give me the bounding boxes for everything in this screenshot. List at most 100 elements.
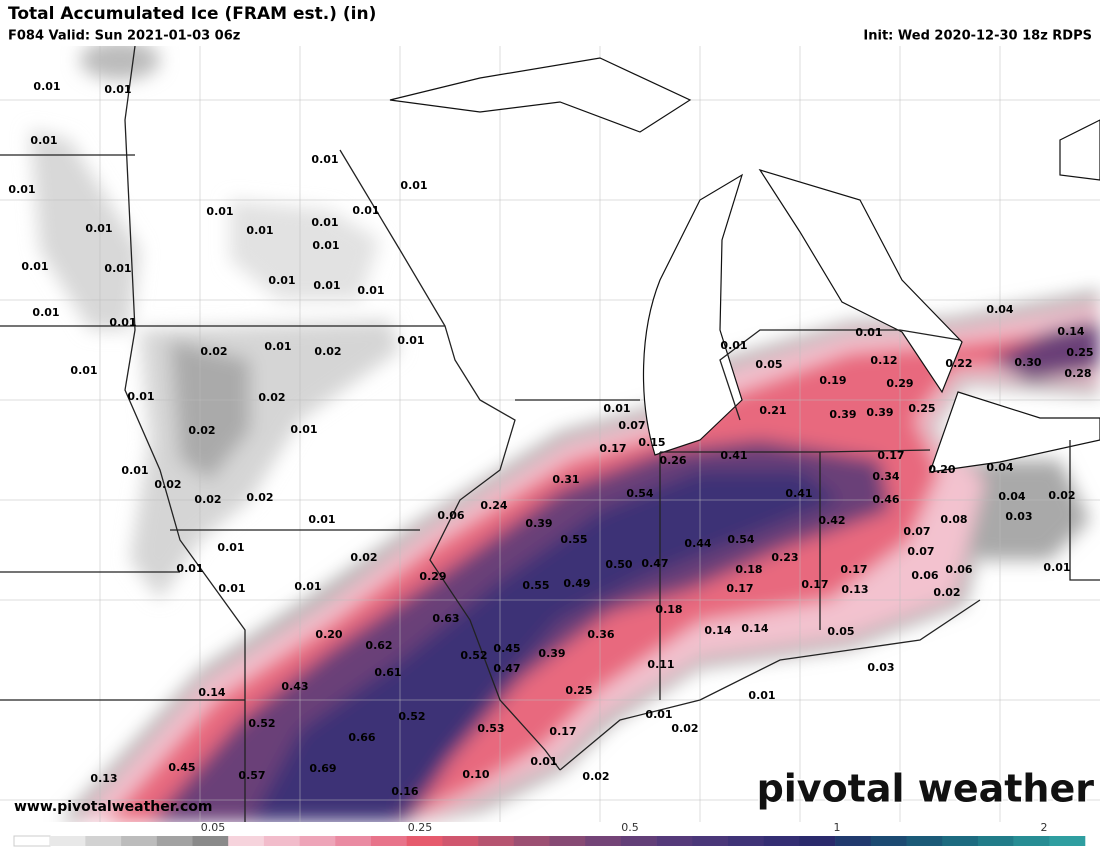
colorbar-swatch [442, 836, 479, 846]
point-label: 0.01 [109, 316, 136, 329]
point-label: 0.17 [840, 563, 867, 576]
point-label: 0.01 [246, 224, 273, 237]
point-label: 0.07 [618, 419, 645, 432]
colorbar-swatch [549, 836, 586, 846]
point-label: 0.66 [348, 731, 375, 744]
point-label: 0.02 [188, 424, 215, 437]
title: Total Accumulated Ice (FRAM est.) (in) [8, 4, 376, 24]
point-label: 0.18 [655, 603, 682, 616]
point-label: 0.04 [986, 461, 1013, 474]
point-label: 0.01 [1043, 561, 1070, 574]
point-label: 0.02 [314, 345, 341, 358]
point-label: 0.52 [248, 717, 275, 730]
colorbar: 0.05 0.25 0.5 1 2 [13, 821, 1086, 847]
colorbar-swatch [49, 836, 86, 846]
point-label: 0.05 [755, 358, 782, 371]
colorbar-swatch [13, 835, 51, 847]
point-label: 0.41 [720, 449, 747, 462]
point-label: 0.01 [217, 541, 244, 554]
point-label: 0.02 [582, 770, 609, 783]
point-label: 0.01 [530, 755, 557, 768]
point-label: 0.39 [866, 406, 893, 419]
state-borders [0, 45, 1100, 822]
point-label: 0.01 [21, 260, 48, 273]
valid-time: F084 Valid: Sun 2021-01-03 06z [8, 29, 240, 44]
point-label: 0.01 [121, 464, 148, 477]
point-label: 0.01 [264, 340, 291, 353]
point-label: 0.42 [818, 514, 845, 527]
point-label: 0.01 [290, 423, 317, 436]
point-label: 0.06 [911, 569, 938, 582]
point-label: 0.13 [90, 772, 117, 785]
point-label: 0.14 [1057, 325, 1084, 338]
point-label: 0.04 [986, 303, 1013, 316]
point-label: 0.69 [309, 762, 336, 775]
point-label: 0.54 [626, 487, 653, 500]
colorbar-label: 0.5 [621, 821, 639, 834]
point-label: 0.01 [268, 274, 295, 287]
init-time: Init: Wed 2020-12-30 18z RDPS [863, 29, 1092, 44]
colorbar-swatch [121, 836, 158, 846]
colorbar-label: 1 [834, 821, 841, 834]
point-label: 0.24 [480, 499, 507, 512]
site-url: www.pivotalweather.com [14, 799, 213, 815]
point-label: 0.41 [785, 487, 812, 500]
colorbar-swatch [299, 836, 336, 846]
point-label: 0.01 [397, 334, 424, 347]
ice-shading [30, 40, 1100, 822]
point-label: 0.30 [1014, 356, 1041, 369]
point-label: 0.29 [419, 570, 446, 583]
colorbar-swatch [513, 836, 550, 846]
point-label: 0.01 [33, 80, 60, 93]
point-label: 0.17 [726, 582, 753, 595]
point-label: 0.52 [460, 649, 487, 662]
point-label: 0.01 [104, 262, 131, 275]
colorbar-swatch [906, 836, 943, 846]
colorbar-swatch [870, 836, 907, 846]
point-label: 0.17 [549, 725, 576, 738]
point-label: 0.47 [641, 557, 668, 570]
colorbar-swatch [656, 836, 693, 846]
point-label: 0.45 [168, 761, 195, 774]
point-label: 0.01 [312, 239, 339, 252]
point-label: 0.03 [867, 661, 894, 674]
point-label: 0.07 [907, 545, 934, 558]
point-label: 0.01 [127, 390, 154, 403]
point-label: 0.17 [801, 578, 828, 591]
point-label: 0.01 [357, 284, 384, 297]
point-label: 0.01 [313, 279, 340, 292]
colorbar-swatch [478, 836, 515, 846]
point-label: 0.52 [398, 710, 425, 723]
point-label: 0.02 [1048, 489, 1075, 502]
point-label: 0.01 [8, 183, 35, 196]
point-label: 0.36 [587, 628, 614, 641]
point-label: 0.63 [432, 612, 459, 625]
point-label: 0.02 [258, 391, 285, 404]
point-label: 0.31 [552, 473, 579, 486]
point-label: 0.01 [70, 364, 97, 377]
point-label: 0.02 [350, 551, 377, 564]
point-label: 0.47 [493, 662, 520, 675]
point-label: 0.01 [748, 689, 775, 702]
point-label: 0.05 [827, 625, 854, 638]
point-label: 0.10 [462, 768, 489, 781]
point-label: 0.01 [104, 83, 131, 96]
point-label: 0.01 [311, 153, 338, 166]
point-label: 0.54 [727, 533, 754, 546]
colorbar-swatch [85, 836, 122, 846]
colorbar-swatch [263, 836, 300, 846]
colorbar-swatch [835, 836, 872, 846]
point-label: 0.01 [311, 216, 338, 229]
point-label: 0.01 [218, 582, 245, 595]
point-label: 0.01 [176, 562, 203, 575]
point-label: 0.34 [872, 470, 899, 483]
point-label: 0.45 [493, 642, 520, 655]
point-label: 0.28 [1064, 367, 1091, 380]
point-label: 0.61 [374, 666, 401, 679]
point-label: 0.01 [308, 513, 335, 526]
colorbar-label: 0.25 [408, 821, 433, 834]
point-label: 0.12 [870, 354, 897, 367]
point-label: 0.01 [352, 204, 379, 217]
point-label: 0.01 [294, 580, 321, 593]
